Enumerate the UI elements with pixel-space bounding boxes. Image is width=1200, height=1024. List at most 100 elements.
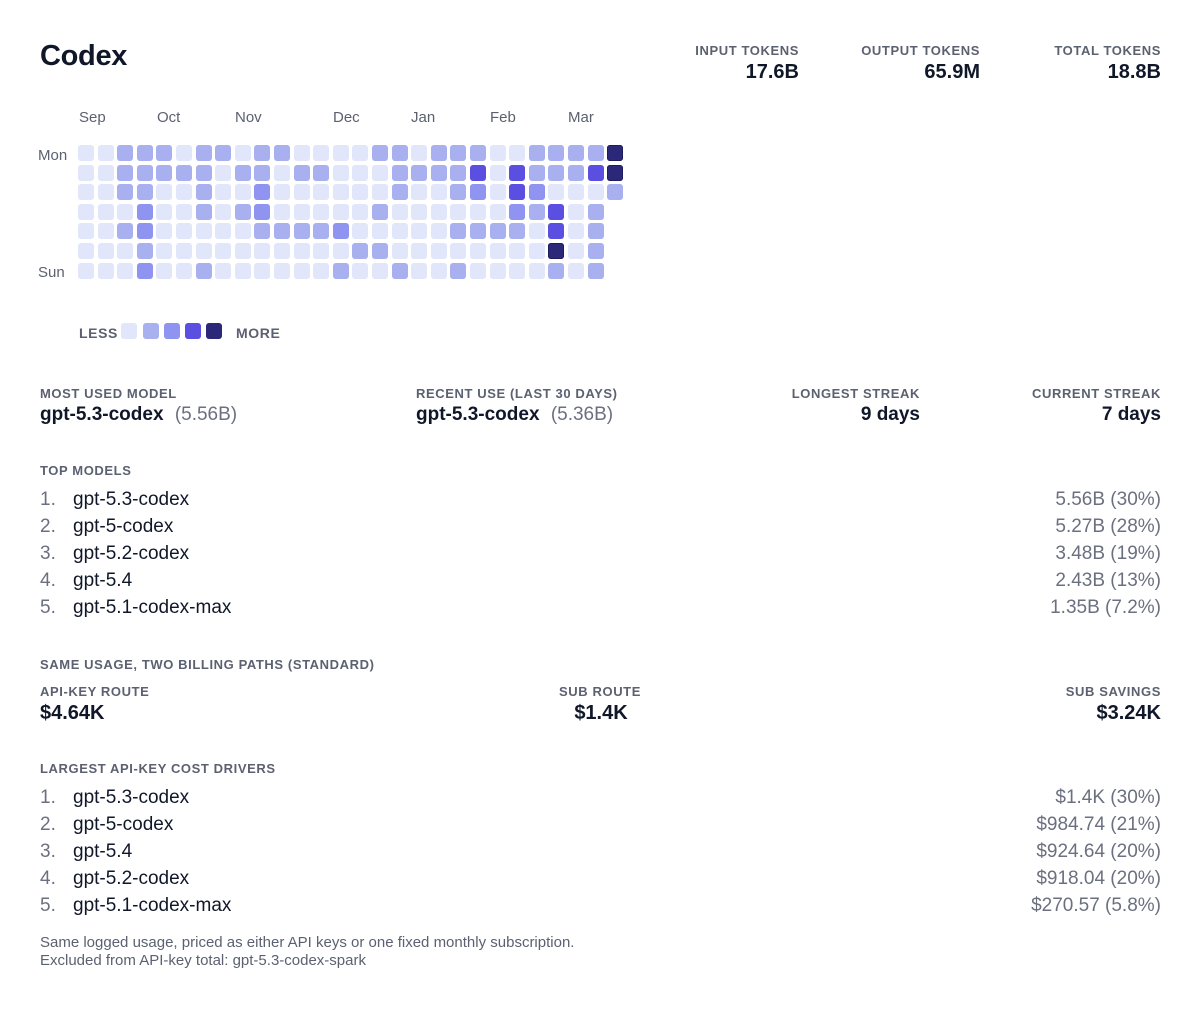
heatmap-cell — [195, 203, 212, 220]
list-item: 1. gpt-5.3-codex 5.56B (30%) — [40, 489, 1161, 516]
most-used-label: MOST USED MODEL — [40, 386, 177, 401]
model-name: gpt-5.3-codex — [73, 489, 190, 510]
heatmap-cell — [215, 203, 232, 220]
heatmap-cell — [176, 243, 192, 259]
heatmap-cell — [176, 262, 192, 279]
heatmap-cell — [215, 262, 232, 279]
heatmap-cell — [176, 203, 192, 220]
heatmap-cell — [352, 184, 369, 201]
model-amount: 5.56B (30%) — [1055, 489, 1161, 510]
heatmap-cell — [568, 184, 584, 201]
heatmap-cell — [234, 243, 251, 259]
heatmap-cell — [97, 223, 114, 240]
heatmap-cell — [587, 145, 604, 161]
heatmap-cell — [195, 223, 212, 240]
heatmap-cell — [195, 164, 212, 181]
heatmap-cell — [215, 164, 232, 181]
heatmap-cell — [97, 145, 114, 161]
heatmap-cell — [587, 203, 604, 220]
sub-route: SUB ROUTE $1.4K — [441, 684, 641, 725]
heatmap-cell — [528, 164, 545, 181]
stat-value: 18.8B — [1107, 61, 1161, 83]
longest-streak-label: LONGEST STREAK — [791, 386, 920, 401]
heatmap-cell — [274, 203, 290, 220]
cost-drivers-list: 1. gpt-5.3-codex $1.4K (30%) 2. gpt-5-co… — [40, 787, 1161, 922]
heatmap-cell — [411, 184, 428, 201]
heatmap-cell — [548, 164, 565, 181]
heatmap-cell — [470, 223, 486, 240]
heatmap-cell — [254, 243, 271, 259]
heatmap-cell — [548, 145, 565, 161]
stat-total-tokens: TOTAL TOKENS 18.8B — [941, 43, 1161, 84]
model-name: gpt-5.4 — [73, 570, 133, 591]
heatmap-cell — [332, 262, 349, 279]
heatmap-cell — [332, 164, 349, 181]
heatmap-cell — [293, 223, 310, 240]
recent-use-value: (5.36B) — [550, 404, 614, 425]
heatmap-cell — [607, 184, 624, 201]
heatmap-cell — [372, 243, 388, 259]
heatmap-cell — [234, 184, 251, 201]
heatmap-cell — [156, 262, 173, 279]
heatmap-cell — [372, 262, 388, 279]
api-key-route-value: $4.64K — [40, 702, 105, 724]
current-streak: CURRENT STREAK 7 days — [941, 386, 1161, 426]
rank: 1. — [40, 787, 56, 808]
stat-input-tokens: INPUT TOKENS 17.6B — [579, 43, 799, 84]
rank: 4. — [40, 570, 56, 591]
footnote: Excluded from API-key total: gpt-5.3-cod… — [40, 952, 366, 969]
stat-label: OUTPUT TOKENS — [861, 43, 980, 58]
heatmap-cell — [97, 184, 114, 201]
stat-label: TOTAL TOKENS — [1054, 43, 1161, 58]
heatmap-cell — [528, 145, 545, 161]
heatmap-cell — [156, 203, 173, 220]
model-name: gpt-5.3-codex — [73, 787, 190, 808]
heatmap-cell — [156, 223, 173, 240]
heatmap-cell — [372, 184, 388, 201]
recent-use-label: RECENT USE (LAST 30 DAYS) — [416, 386, 618, 401]
heatmap-cell — [411, 262, 428, 279]
heatmap-cell — [234, 262, 251, 279]
heatmap-cell — [293, 203, 310, 220]
billing-title: SAME USAGE, TWO BILLING PATHS (STANDARD) — [40, 657, 375, 672]
heatmap-cell — [78, 145, 94, 161]
legend-swatch-1 — [143, 323, 159, 339]
heatmap-cell — [411, 164, 428, 181]
list-item: 4. gpt-5.2-codex $918.04 (20%) — [40, 868, 1161, 895]
footnote: Same logged usage, priced as either API … — [40, 934, 575, 951]
heatmap-cell — [411, 203, 428, 220]
heatmap-cell — [332, 223, 349, 240]
heatmap-cell — [332, 184, 349, 201]
heatmap-cell — [97, 243, 114, 259]
day-label-mon: Mon — [38, 147, 68, 164]
heatmap-cell — [254, 184, 271, 201]
legend-swatch-4 — [206, 323, 222, 339]
heatmap-cell — [176, 223, 192, 240]
heatmap-cell — [372, 203, 388, 220]
heatmap-cell — [234, 203, 251, 220]
list-item: 5. gpt-5.1-codex-max 1.35B (7.2%) — [40, 597, 1161, 624]
heatmap-cell — [528, 203, 545, 220]
heatmap-cell — [78, 223, 94, 240]
heatmap-cell — [117, 184, 134, 201]
heatmap-cell — [489, 184, 506, 201]
heatmap-cell — [313, 223, 330, 240]
heatmap-cell — [509, 145, 526, 161]
heatmap-cell — [293, 243, 310, 259]
heatmap-cell — [117, 262, 134, 279]
heatmap-cell — [97, 262, 114, 279]
sub-route-label: SUB ROUTE — [559, 684, 641, 699]
list-item: 2. gpt-5-codex $984.74 (21%) — [40, 814, 1161, 841]
heatmap-cell — [450, 145, 467, 161]
heatmap-cell — [450, 203, 467, 220]
heatmap-cell — [528, 262, 545, 279]
heatmap-cell — [489, 223, 506, 240]
heatmap-cell — [548, 184, 565, 201]
heatmap-cell — [450, 164, 467, 181]
current-streak-value: 7 days — [1101, 404, 1161, 425]
heatmap-cell — [489, 145, 506, 161]
heatmap-cell — [568, 243, 584, 259]
heatmap-cell — [78, 184, 94, 201]
heatmap-cell — [313, 243, 330, 259]
heatmap-cell — [215, 145, 232, 161]
